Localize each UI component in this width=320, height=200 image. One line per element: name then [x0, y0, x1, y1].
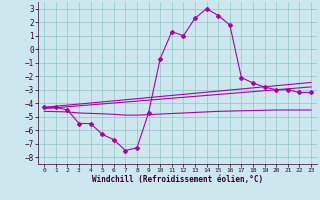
X-axis label: Windchill (Refroidissement éolien,°C): Windchill (Refroidissement éolien,°C)	[92, 175, 263, 184]
